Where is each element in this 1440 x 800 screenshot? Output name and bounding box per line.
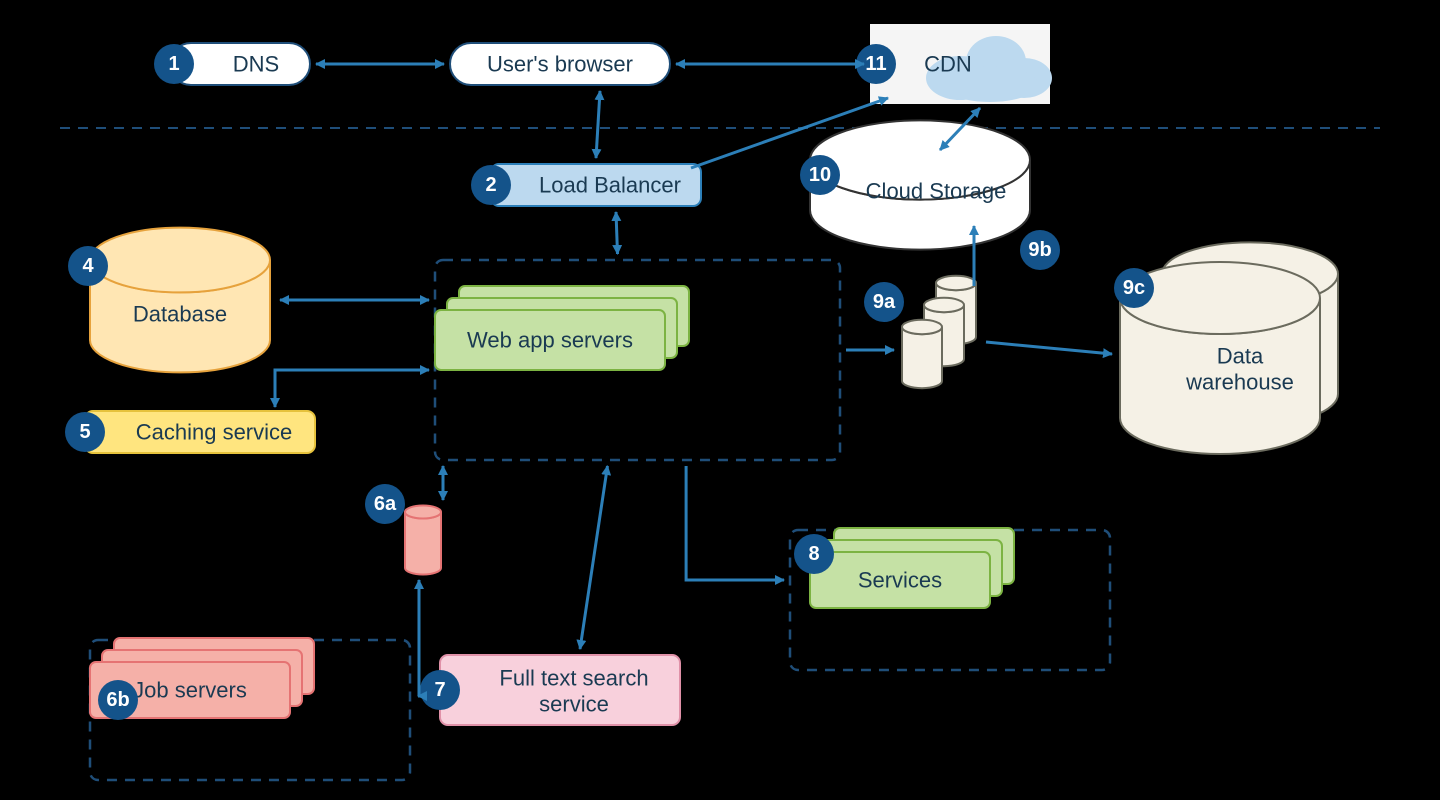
- services-label: Services: [858, 568, 942, 593]
- job-queue-node: [405, 506, 441, 575]
- connector: [418, 580, 419, 696]
- badge-9a: 9a: [864, 282, 904, 322]
- lb-label: Load Balancer: [539, 173, 681, 198]
- svg-text:9c: 9c: [1123, 277, 1145, 299]
- fts-label-2: service: [539, 692, 609, 717]
- connector: [686, 466, 784, 580]
- badge-9c: 9c: [1114, 268, 1154, 308]
- cdn-label: CDN: [924, 52, 972, 77]
- svg-text:11: 11: [865, 53, 886, 75]
- badge-4: 4: [68, 246, 108, 286]
- badge-8: 8: [794, 534, 834, 574]
- badge-1: 1: [154, 44, 194, 84]
- database-node: [90, 228, 270, 373]
- badge-10: 10: [800, 155, 840, 195]
- db-label: Database: [133, 302, 227, 327]
- badge-5: 5: [65, 412, 105, 452]
- svg-text:5: 5: [79, 421, 90, 443]
- svg-text:1: 1: [168, 53, 179, 75]
- badge-2: 2: [471, 165, 511, 205]
- svg-text:9b: 9b: [1028, 239, 1051, 261]
- connector: [580, 466, 608, 649]
- svg-text:6b: 6b: [106, 689, 129, 711]
- badge-7: 7: [420, 670, 460, 710]
- badge-9b: 9b: [1020, 230, 1060, 270]
- dw-label-2: warehouse: [1185, 370, 1294, 395]
- svg-text:7: 7: [434, 679, 445, 701]
- dns-label: DNS: [233, 52, 279, 77]
- browser-label: User's browser: [487, 52, 633, 77]
- dw-label-1: Data: [1217, 344, 1264, 369]
- webapp-label: Web app servers: [467, 328, 633, 353]
- badge-6b: 6b: [98, 680, 138, 720]
- badge-6a: 6a: [365, 484, 405, 524]
- cache-label: Caching service: [136, 420, 293, 445]
- jobs-label: Job servers: [133, 678, 247, 703]
- svg-text:9a: 9a: [873, 291, 896, 313]
- svg-text:8: 8: [808, 543, 819, 565]
- fts-label-1: Full text search: [499, 666, 648, 691]
- cloudstorage-label: Cloud Storage: [866, 179, 1007, 204]
- svg-text:10: 10: [809, 164, 831, 186]
- connector: [275, 370, 429, 407]
- svg-text:4: 4: [82, 255, 94, 277]
- svg-text:6a: 6a: [374, 493, 397, 515]
- connector: [986, 342, 1112, 354]
- connector: [596, 91, 600, 158]
- svg-text:2: 2: [485, 174, 496, 196]
- connector: [616, 212, 618, 254]
